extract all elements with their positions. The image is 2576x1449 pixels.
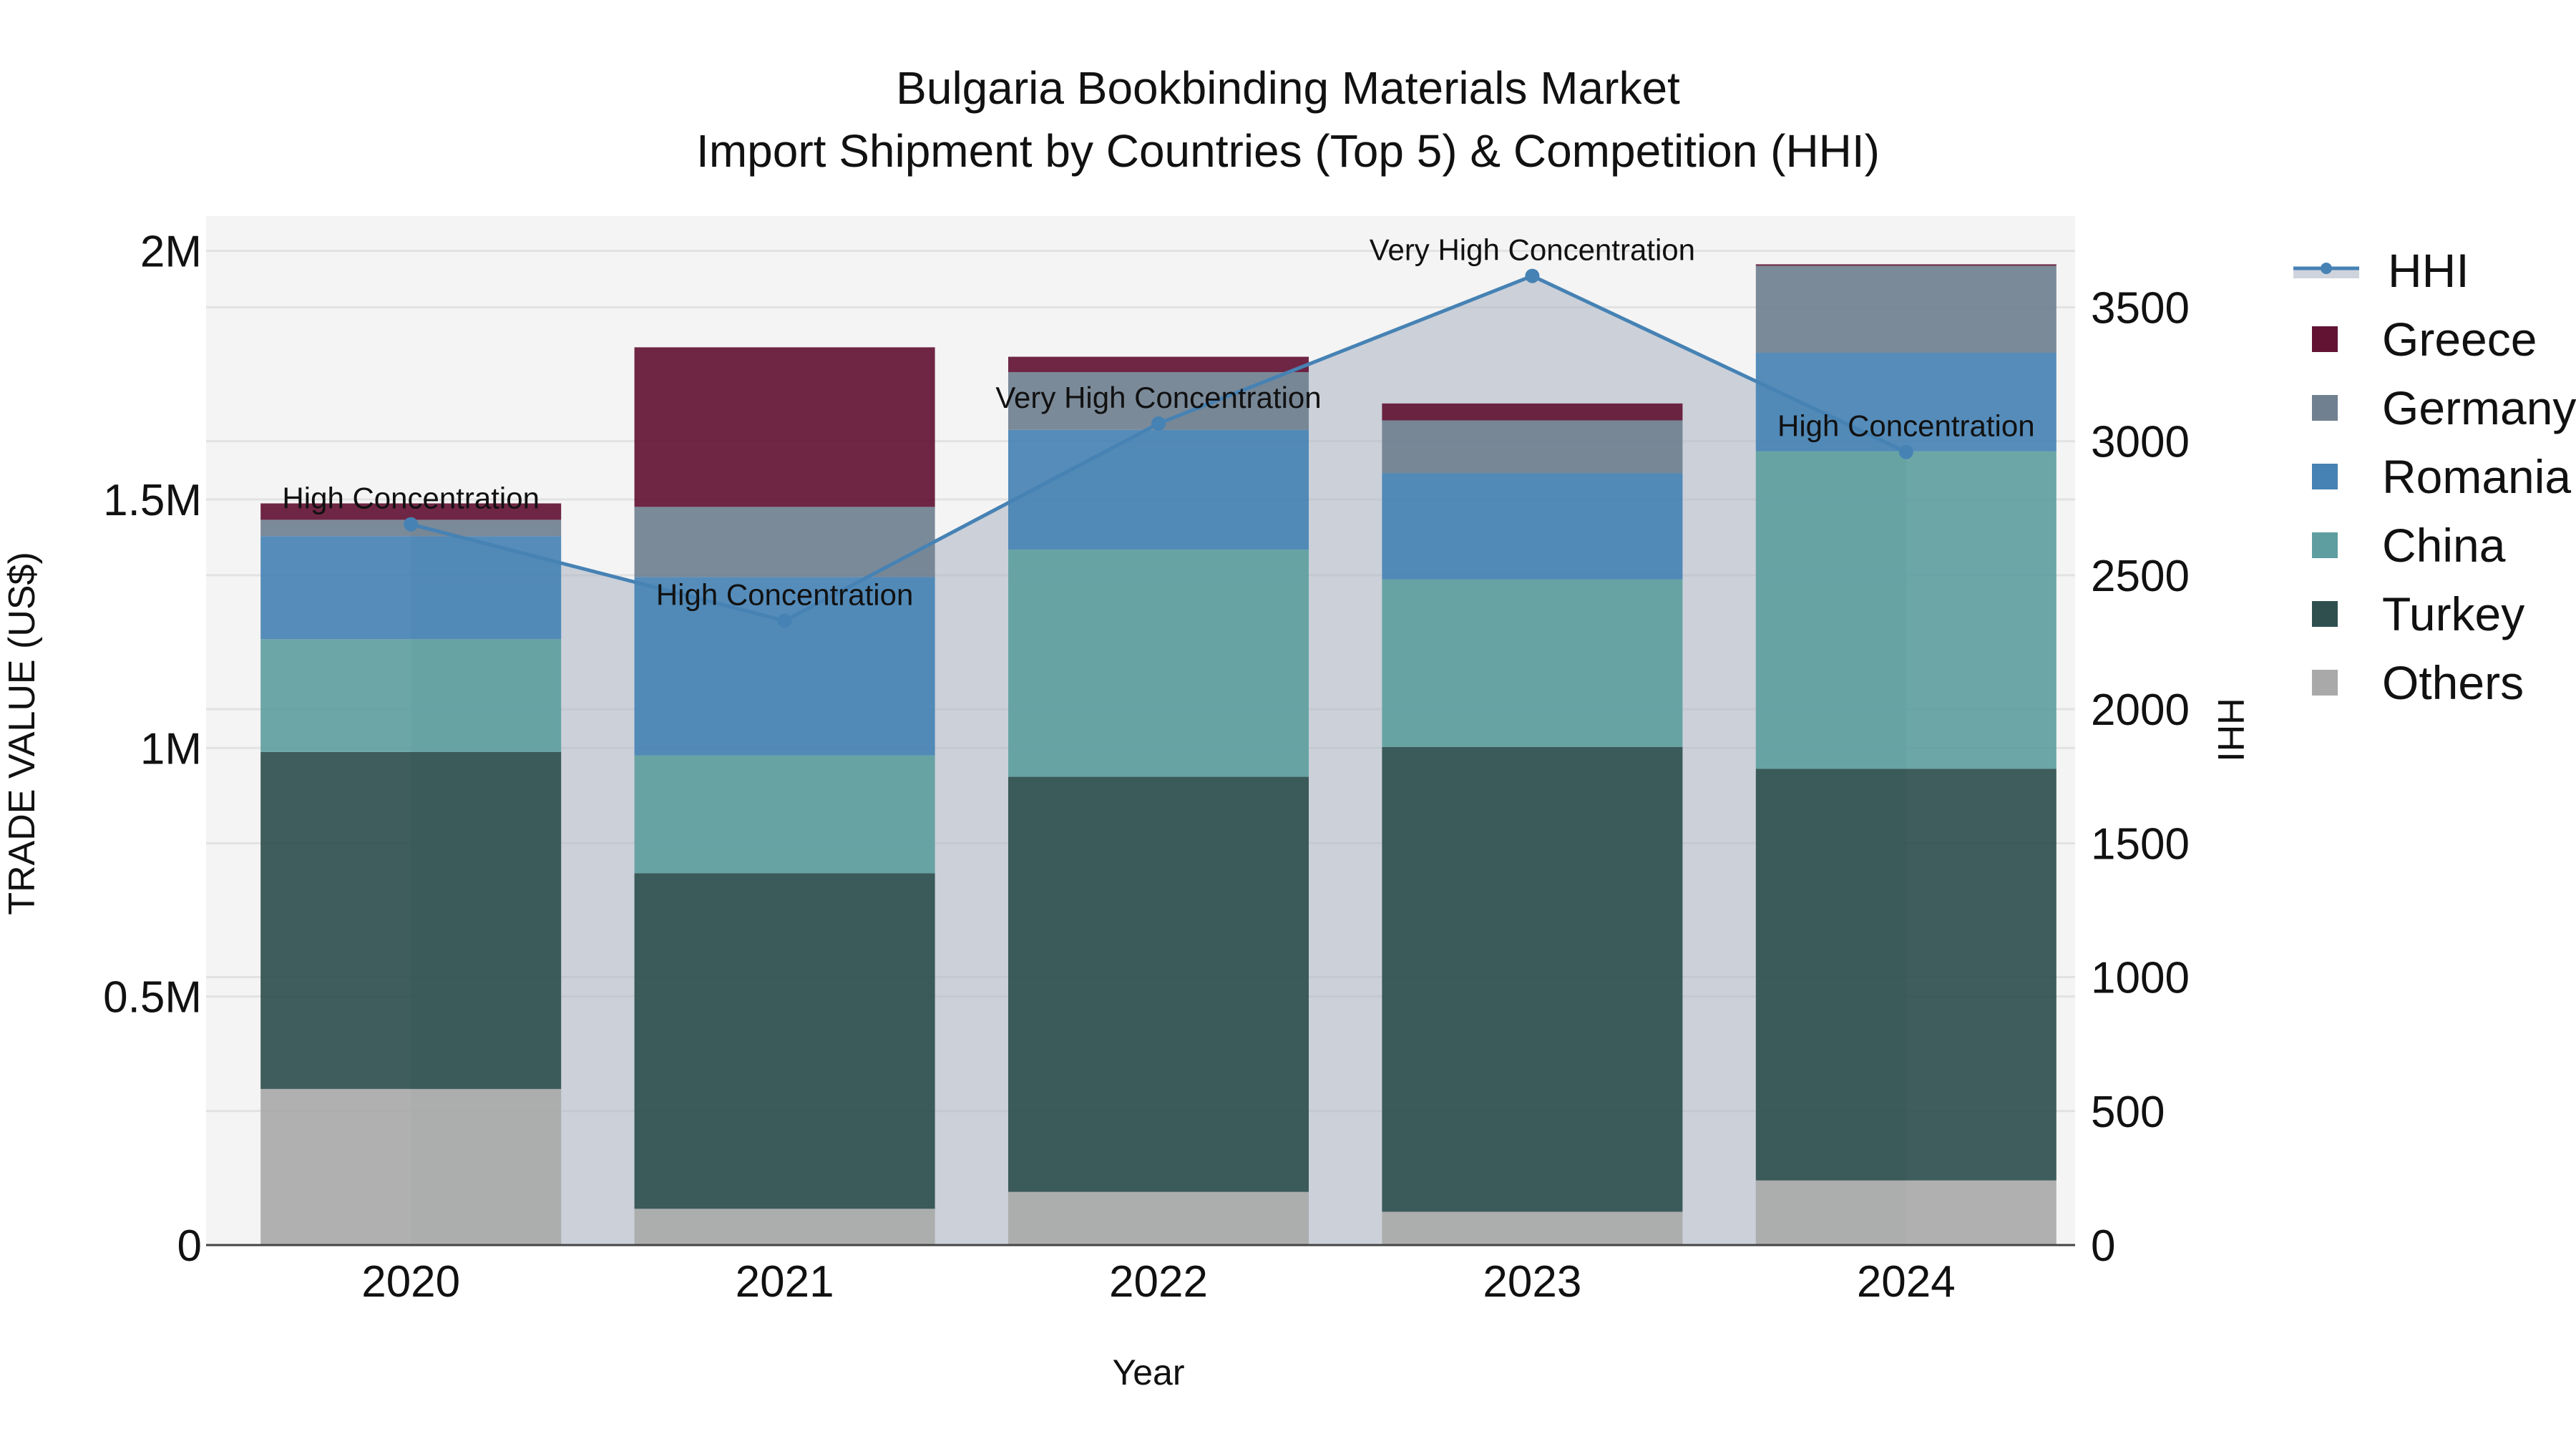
bar-segment-romania-2022[interactable] [1008,429,1309,550]
hhi-point-2021[interactable] [777,613,792,628]
bar-segment-china-2021[interactable] [634,755,935,874]
x-tick-labels: 2020 2021 2022 2023 2024 [361,1257,1956,1307]
bar-segment-others-2020[interactable] [260,1088,562,1245]
bar-segment-greece-2024[interactable] [1755,264,2057,266]
bar-segment-china-2022[interactable] [1008,550,1309,777]
hhi-markers [404,268,1913,628]
y-right-axis-title: HHI [2210,698,2251,762]
y-right-tick-labels: 0 500 1000 1500 2000 2500 3000 3500 [2091,283,2190,1271]
bar-segment-germany-2021[interactable] [634,507,935,577]
y-right-tick: 0 [2091,1221,2115,1271]
hhi-annotation-2024: High Concentration [1777,409,2035,443]
y-right-tick: 1000 [2091,954,2190,1003]
x-tick: 2022 [1109,1257,1208,1307]
legend-item-others[interactable]: Others [2286,648,2576,717]
bar-segment-others-2022[interactable] [1008,1191,1309,1245]
x-tick: 2020 [361,1257,460,1307]
hhi-point-2020[interactable] [404,517,419,532]
bar-segment-turkey-2022[interactable] [1008,776,1309,1192]
color-swatch-icon [2312,532,2338,558]
bar-segment-china-2023[interactable] [1382,579,1683,747]
y-left-tick-labels: 0 0.5M 1M 1.5M 2M [103,228,202,1271]
y-right-tick: 2500 [2091,552,2190,601]
bar-segment-germany-2023[interactable] [1382,420,1683,474]
bar-segment-romania-2021[interactable] [634,577,935,756]
y-left-axis-title: TRADE VALUE (US$) [1,552,43,915]
color-swatch-icon [2312,395,2338,421]
bar-segment-others-2023[interactable] [1382,1211,1683,1245]
legend-label: Germany [2382,381,2576,434]
hhi-annotation-2021: High Concentration [656,578,914,612]
bar-segment-greece-2023[interactable] [1382,403,1683,421]
hhi-point-2023[interactable] [1525,268,1540,283]
legend-item-turkey[interactable]: Turkey [2286,580,2576,648]
legend-label: Others [2382,656,2524,709]
legend-label: China [2382,519,2506,572]
chart-title-line1: Bulgaria Bookbinding Materials Market [896,62,1680,114]
bar-segment-romania-2024[interactable] [1755,353,2057,452]
x-tick: 2021 [736,1257,834,1307]
bar-segment-turkey-2021[interactable] [634,873,935,1209]
legend: HHI Greece Germany Romania China Turkey Others [2286,236,2576,717]
y-left-tick: 0 [177,1221,202,1271]
hhi-annotation-2022: Very High Concentration [995,381,1321,414]
hhi-annotation-2023: Very High Concentration [1370,233,1695,267]
color-swatch-icon [2312,326,2338,352]
y-left-tick: 1M [140,724,202,774]
bar-segment-romania-2023[interactable] [1382,473,1683,580]
bar-segment-others-2021[interactable] [634,1209,935,1245]
bar-segment-others-2024[interactable] [1755,1180,2057,1245]
legend-item-china[interactable]: China [2286,511,2576,580]
y-left-tick: 1.5M [103,476,202,525]
x-axis-title: Year [1112,1352,1184,1392]
y-right-tick: 3000 [2091,418,2190,467]
x-tick: 2024 [1857,1257,1956,1307]
y-right-tick: 3500 [2091,283,2190,333]
hhi-point-2022[interactable] [1151,416,1166,431]
y-right-tick: 500 [2091,1088,2165,1137]
y-left-tick: 0.5M [103,973,202,1023]
color-swatch-icon [2312,464,2338,489]
bar-segment-greece-2022[interactable] [1008,356,1309,373]
legend-item-germany[interactable]: Germany [2286,374,2576,442]
bar-segment-china-2024[interactable] [1755,451,2057,769]
legend-label: HHI [2388,244,2469,297]
y-left-tick: 2M [140,228,202,277]
hhi-annotation-2020: High Concentration [282,482,540,515]
legend-label: Turkey [2382,587,2525,640]
x-tick: 2023 [1483,1257,1581,1307]
bar-segment-greece-2021[interactable] [634,347,935,507]
chart-title-line2: Import Shipment by Countries (Top 5) & C… [696,125,1880,177]
y-right-tick: 2000 [2091,686,2190,735]
legend-label: Greece [2382,313,2537,366]
bar-segment-turkey-2024[interactable] [1755,769,2057,1181]
bar-segment-turkey-2020[interactable] [260,751,562,1089]
y-right-tick: 1500 [2091,819,2190,869]
line-marker-icon [2293,263,2359,278]
bar-segment-turkey-2023[interactable] [1382,746,1683,1212]
hhi-point-2024[interactable] [1898,444,1913,459]
bar-segment-greece-2020[interactable] [260,503,562,520]
color-swatch-icon [2312,670,2338,696]
stacked-bars [260,264,2057,1245]
bar-segment-germany-2024[interactable] [1755,265,2057,353]
hhi-annotations: High Concentration High Concentration Very… [282,233,2034,612]
legend-item-romania[interactable]: Romania [2286,442,2576,511]
color-swatch-icon [2312,601,2338,627]
legend-label: Romania [2382,450,2572,503]
legend-item-hhi[interactable]: HHI [2286,236,2576,305]
legend-item-greece[interactable]: Greece [2286,305,2576,374]
bar-segment-china-2020[interactable] [260,639,562,752]
bar-segment-romania-2020[interactable] [260,536,562,640]
